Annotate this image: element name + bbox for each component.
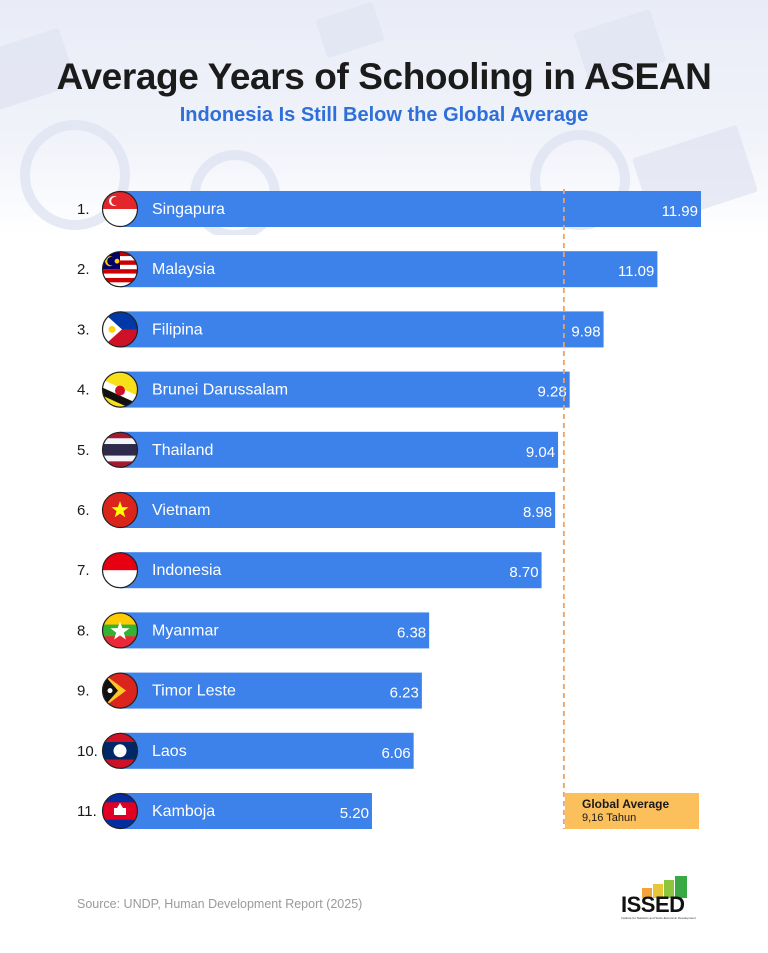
value-label-10: 6.06 [381, 745, 410, 762]
philippines-flag-icon [102, 311, 138, 347]
bar-11 [120, 793, 372, 829]
bar-3 [120, 311, 604, 348]
value-label-1: 11.99 [662, 203, 698, 220]
value-label-4: 9.28 [537, 384, 566, 401]
value-label-2: 11.09 [618, 263, 654, 280]
myanmar-flag-icon [102, 612, 138, 648]
thailand-flag-icon [102, 432, 138, 468]
page-title: Average Years of Schooling in ASEAN [56, 56, 712, 97]
logo-bars-icon [642, 876, 687, 898]
bar-10 [120, 732, 414, 769]
value-label-3: 9.98 [571, 323, 600, 340]
global-average-value: 9,16 Tahun [582, 812, 637, 824]
value-label-5: 9.04 [526, 444, 555, 461]
value-label-7: 8.70 [509, 564, 538, 581]
value-label-11: 5.20 [340, 805, 369, 822]
page-subtitle: Indonesia Is Still Below the Global Aver… [179, 104, 589, 126]
flag-border [101, 552, 139, 589]
country-label-3: Filipina [152, 321, 203, 338]
rank-label-7: 7. [77, 562, 90, 579]
country-label-10: Laos [152, 743, 187, 760]
flag-border [101, 190, 139, 228]
bar-9 [120, 672, 422, 709]
rank-label-6: 6. [77, 502, 90, 519]
country-label-4: Brunei Darussalam [152, 382, 288, 399]
value-label-6: 8.98 [523, 504, 552, 521]
timor-leste-flag-icon [102, 673, 138, 709]
laos-flag-icon [102, 733, 138, 769]
logo-text: ISSED [621, 892, 685, 917]
rank-label-8: 8. [77, 622, 90, 639]
country-label-1: Singapura [152, 201, 225, 218]
flag-border [101, 612, 139, 649]
bar-2 [120, 251, 658, 288]
country-label-9: Timor Leste [152, 683, 236, 700]
rank-label-10: 10. [77, 743, 98, 760]
flag-border [101, 251, 139, 288]
flag-border [101, 792, 139, 830]
country-label-2: Malaysia [152, 261, 215, 278]
cambodia-flag-icon [102, 793, 138, 829]
country-label-5: Thailand [152, 442, 213, 459]
rank-label-3: 3. [77, 321, 90, 338]
bar-8 [120, 612, 430, 649]
value-label-8: 6.38 [397, 624, 426, 641]
value-label-9: 6.23 [390, 685, 419, 702]
flag-border [101, 431, 139, 468]
country-label-11: Kamboja [152, 803, 215, 820]
issed-logo: ISSED Institute for Statistics and Socio… [620, 876, 696, 921]
bar-4 [120, 371, 570, 408]
rank-label-5: 5. [77, 442, 90, 459]
flag-border [101, 672, 139, 709]
flag-border [101, 491, 139, 529]
rank-label-9: 9. [77, 683, 90, 700]
rank-label-1: 1. [77, 201, 90, 218]
flag-border [101, 371, 139, 408]
flag-border [101, 311, 139, 348]
country-label-8: Myanmar [152, 622, 219, 639]
rank-label-4: 4. [77, 382, 90, 399]
flag-border [101, 732, 139, 769]
source-note: Source: UNDP, Human Development Report (… [77, 897, 363, 911]
country-label-6: Vietnam [152, 502, 210, 519]
bar-1 [120, 191, 701, 227]
vietnam-flag-icon [102, 492, 138, 528]
bar-6 [120, 492, 556, 528]
global-average-callout: Global Average 9,16 Tahun [565, 793, 699, 829]
indonesia-flag-icon [102, 552, 138, 588]
decorative-ring [20, 120, 130, 230]
global-average-label: Global Average [582, 797, 670, 811]
bar-5 [120, 431, 559, 468]
singapore-flag-icon [102, 191, 138, 227]
country-label-7: Indonesia [152, 562, 221, 579]
rank-label-11: 11. [77, 803, 97, 820]
rank-label-2: 2. [77, 261, 90, 278]
logo-caption: Institute for Statistics and Socio-Econo… [621, 916, 696, 920]
bar-7 [120, 552, 542, 589]
